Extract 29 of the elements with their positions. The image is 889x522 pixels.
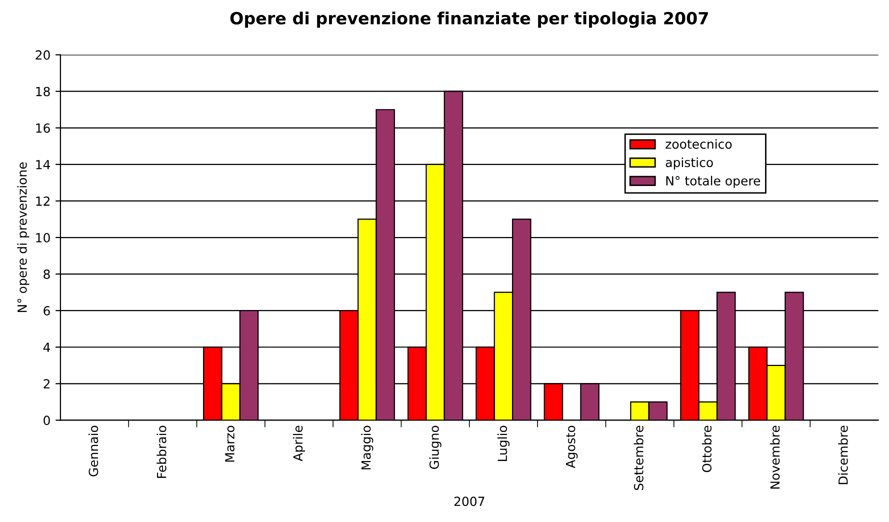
legend-label: N° totale opere bbox=[666, 176, 760, 188]
x-tick-label: Giugno bbox=[429, 426, 442, 469]
x-tick-label: Novembre bbox=[770, 426, 780, 489]
x-tick-label: Ottobre bbox=[702, 426, 712, 472]
y-tick-label: 20 bbox=[36, 50, 50, 60]
x-tick-label: Settembre bbox=[634, 426, 644, 490]
y-tick-label: 18 bbox=[36, 86, 50, 96]
x-tick-label: Febbraio bbox=[156, 426, 166, 478]
y-tick-label: 14 bbox=[36, 160, 50, 170]
x-tick-label: Dicembre bbox=[838, 426, 848, 484]
chart-title: Opere di prevenzione finanziate per tipologia 2007 bbox=[230, 12, 708, 28]
y-tick-label: 12 bbox=[36, 196, 50, 206]
y-tick-label: 0 bbox=[44, 416, 50, 426]
y-tick-label: 8 bbox=[44, 270, 50, 279]
x-tick-label: Marzo bbox=[225, 426, 234, 462]
y-axis-title: N° opere di prevenzione bbox=[17, 162, 30, 312]
y-tick-label: 16 bbox=[36, 123, 50, 133]
y-tick-label: 4 bbox=[43, 342, 50, 352]
x-axis-title: 2007 bbox=[454, 496, 484, 506]
x-tick-label: Maggio bbox=[361, 426, 374, 470]
legend-label: zootecnico bbox=[666, 139, 732, 149]
x-tick-label: Agosto bbox=[566, 426, 578, 468]
y-tick-label: 10 bbox=[36, 232, 50, 242]
x-tick-label: Luglio bbox=[497, 426, 510, 462]
y-tick-label: 6 bbox=[44, 306, 50, 316]
legend-label: apistico bbox=[666, 157, 713, 170]
x-tick-label: Gennaio bbox=[88, 426, 98, 476]
x-tick-label: Aprile bbox=[292, 426, 306, 462]
y-tick-label: 2 bbox=[44, 379, 50, 388]
